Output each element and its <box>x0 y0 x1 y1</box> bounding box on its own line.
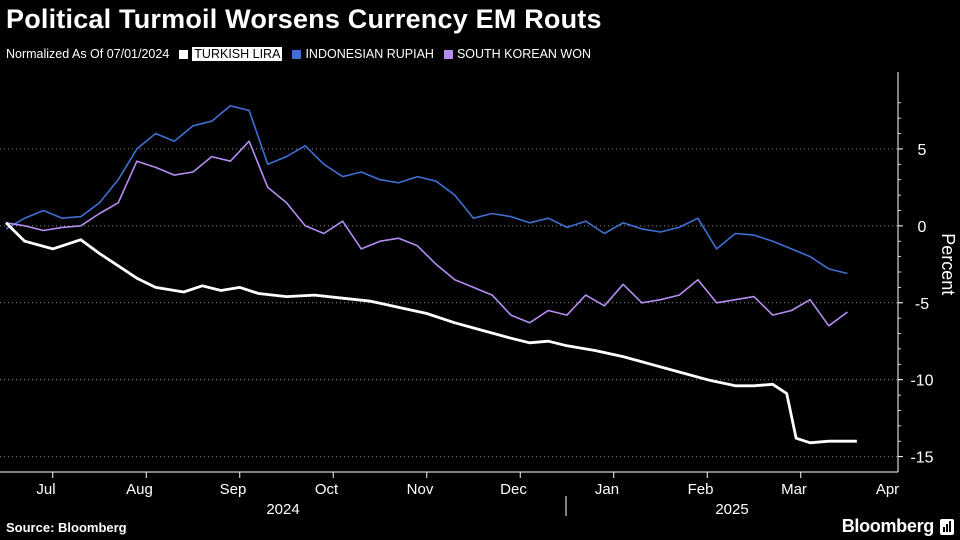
x-tick-label: Dec <box>500 481 527 498</box>
y-tick-label: -5 <box>915 296 929 313</box>
y-tick-label: 0 <box>918 219 927 236</box>
series-line-south-korean-won <box>5 140 848 327</box>
y-axis-title: Percent <box>938 233 958 295</box>
x-tick-label: Mar <box>781 481 807 498</box>
legend-label-indonesian-rupiah: INDONESIAN RUPIAH <box>305 47 434 61</box>
normalization-note: Normalized As Of 07/01/2024 <box>6 47 170 61</box>
legend-swatch-south-korean-won <box>443 49 453 59</box>
legend-item-south-korean-won: SOUTH KOREAN WON <box>443 47 591 61</box>
y-tick-label: -10 <box>910 373 933 390</box>
legend-label-south-korean-won: SOUTH KOREAN WON <box>456 47 591 61</box>
x-tick-label: Aug <box>126 481 153 498</box>
year-label: 2024 <box>266 501 299 518</box>
chart-title: Political Turmoil Worsens Currency EM Ro… <box>6 4 602 34</box>
legend-item-turkish-lira: TURKISH LIRA <box>179 47 283 61</box>
y-tick-label: -15 <box>910 450 933 467</box>
x-tick-label: Jan <box>595 481 619 498</box>
x-tick-label: Jul <box>36 481 55 498</box>
series-line-indonesian-rupiah <box>5 105 848 275</box>
x-tick-label: Nov <box>407 481 434 498</box>
x-tick-label: Apr <box>876 481 899 498</box>
legend: Normalized As Of 07/01/2024 TURKISH LIRA… <box>6 47 601 61</box>
y-tick-label: 5 <box>918 142 927 159</box>
x-tick-label: Sep <box>220 481 247 498</box>
legend-label-turkish-lira: TURKISH LIRA <box>192 47 283 61</box>
bloomberg-logo: Bloomberg <box>841 516 935 536</box>
source-note: Source: Bloomberg <box>6 520 127 535</box>
x-tick-label: Oct <box>315 481 339 498</box>
year-label: 2025 <box>715 501 748 518</box>
series-line-turkish-lira <box>5 221 857 445</box>
legend-item-indonesian-rupiah: INDONESIAN RUPIAH <box>292 47 434 61</box>
legend-swatch-indonesian-rupiah <box>292 49 302 59</box>
x-tick-label: Feb <box>688 481 714 498</box>
legend-swatch-turkish-lira <box>179 49 189 59</box>
bloomberg-terminal-icon <box>940 519 954 535</box>
